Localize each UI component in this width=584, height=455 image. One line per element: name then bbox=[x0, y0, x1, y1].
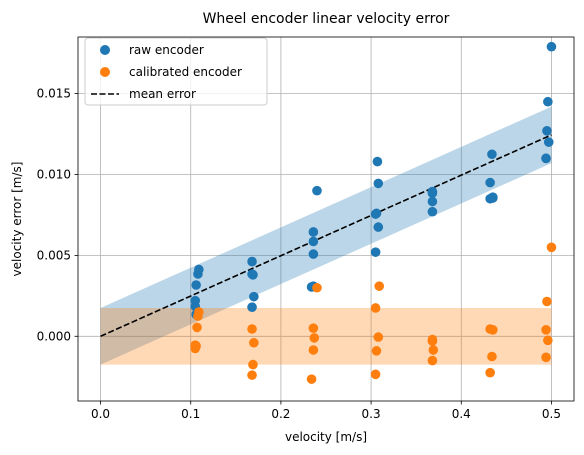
raw-encoder-point bbox=[309, 237, 319, 247]
calibrated-encoder-point bbox=[487, 352, 497, 362]
raw-encoder-point bbox=[247, 257, 257, 267]
x-tick-label: 0.5 bbox=[542, 407, 561, 421]
raw-encoder-point bbox=[309, 227, 319, 237]
y-tick-label: 0.015 bbox=[37, 87, 71, 101]
raw-encoder-point bbox=[190, 296, 200, 306]
calibrated-encoder-point bbox=[485, 324, 495, 334]
raw-encoder-point bbox=[373, 157, 383, 167]
calibrated-encoder-point bbox=[249, 338, 259, 348]
calibrated-encoder-point bbox=[374, 281, 384, 291]
calibrated-encoder-point bbox=[309, 323, 319, 333]
legend-label-raw-encoder: raw encoder bbox=[129, 43, 204, 57]
raw-encoder-point bbox=[312, 186, 322, 196]
calibrated-encoder-point bbox=[192, 323, 202, 333]
raw-encoder-point bbox=[542, 126, 552, 136]
y-axis-label: velocity error [m/s] bbox=[10, 162, 24, 277]
calibrated-encoder-point bbox=[547, 243, 557, 253]
calibrated-encoder-point bbox=[309, 345, 319, 355]
calibrated-encoder-point bbox=[312, 283, 322, 293]
raw-encoder-point bbox=[371, 209, 381, 219]
calibrated-encoder-point bbox=[543, 336, 553, 346]
raw-encoder-point bbox=[309, 249, 319, 259]
raw-encoder-point bbox=[487, 149, 497, 159]
raw-encoder-point bbox=[544, 137, 554, 147]
raw-encoder-point bbox=[543, 97, 553, 107]
raw-encoder-point bbox=[374, 222, 384, 232]
legend-label-calibrated-encoder: calibrated encoder bbox=[129, 65, 242, 79]
y-tick-label: 0.010 bbox=[37, 168, 71, 182]
calibrated-encoder-point bbox=[247, 370, 257, 380]
raw-encoder-point bbox=[428, 187, 438, 197]
calibrated-encoder-point bbox=[371, 370, 381, 380]
calibrated-encoder-point bbox=[485, 368, 495, 378]
calibrated-encoder-point bbox=[307, 374, 317, 384]
x-tick-label: 0.0 bbox=[91, 407, 110, 421]
calibrated-encoder-point bbox=[248, 360, 258, 370]
calibrated-encoder-point bbox=[371, 303, 381, 313]
legend-marker-calibrated-encoder bbox=[100, 67, 110, 77]
raw-encoder-point bbox=[249, 292, 259, 302]
raw-encoder-point bbox=[485, 178, 495, 188]
calibrated-encoder-band bbox=[101, 308, 552, 365]
x-tick-label: 0.3 bbox=[362, 407, 381, 421]
raw-encoder-point bbox=[247, 302, 257, 312]
raw-encoder-point bbox=[541, 154, 551, 164]
y-tick-label: 0.005 bbox=[37, 248, 71, 262]
x-axis-label: velocity [m/s] bbox=[285, 430, 367, 444]
x-tick-label: 0.2 bbox=[271, 407, 290, 421]
raw-encoder-point bbox=[428, 197, 438, 207]
calibrated-encoder-point bbox=[428, 356, 438, 366]
raw-encoder-point bbox=[488, 192, 498, 202]
raw-encoder-point bbox=[374, 179, 384, 189]
calibrated-encoder-point bbox=[429, 345, 439, 355]
calibrated-encoder-point bbox=[194, 307, 204, 317]
calibrated-encoder-point bbox=[372, 346, 382, 356]
calibrated-encoder-point bbox=[428, 335, 438, 345]
calibrated-encoder-point bbox=[247, 324, 257, 334]
raw-encoder-point bbox=[547, 42, 557, 52]
raw-encoder-point bbox=[191, 280, 201, 290]
calibrated-encoder-point bbox=[541, 325, 551, 335]
legend-marker-raw-encoder bbox=[100, 45, 110, 55]
calibrated-encoder-point bbox=[309, 333, 319, 343]
calibrated-encoder-point bbox=[541, 353, 551, 363]
raw-encoder-point bbox=[247, 269, 257, 279]
x-tick-label: 0.4 bbox=[452, 407, 471, 421]
raw-encoder-point bbox=[194, 265, 204, 275]
calibrated-encoder-point bbox=[542, 297, 552, 307]
raw-encoder-point bbox=[428, 207, 438, 217]
chart-title: Wheel encoder linear velocity error bbox=[203, 11, 450, 27]
raw-encoder-point bbox=[371, 247, 381, 257]
x-tick-label: 0.1 bbox=[181, 407, 200, 421]
calibrated-encoder-point bbox=[190, 340, 200, 350]
legend: raw encoder calibrated encoder mean erro… bbox=[85, 38, 267, 105]
y-tick-label: 0.000 bbox=[37, 329, 71, 343]
calibrated-encoder-point bbox=[374, 332, 384, 342]
legend-label-mean-error: mean error bbox=[129, 87, 196, 101]
